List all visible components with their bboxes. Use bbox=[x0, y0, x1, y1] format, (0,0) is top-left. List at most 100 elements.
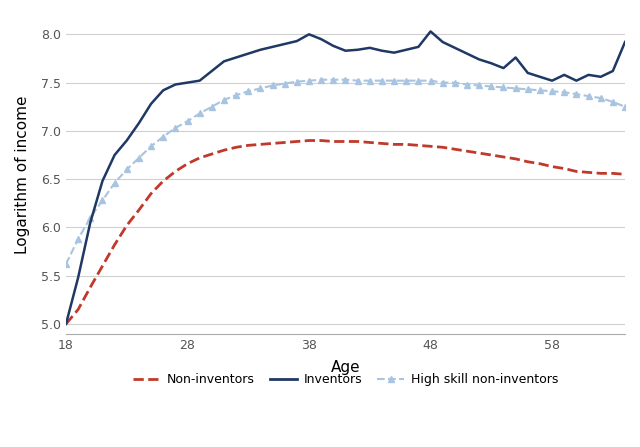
Inventors bbox=[342, 48, 349, 53]
High skill non-inventors bbox=[597, 95, 605, 101]
Inventors bbox=[74, 275, 82, 280]
Non-inventors bbox=[512, 156, 520, 161]
Non-inventors bbox=[597, 171, 605, 176]
High skill non-inventors bbox=[463, 82, 471, 87]
Inventors bbox=[62, 321, 70, 327]
Non-inventors bbox=[317, 138, 325, 143]
Non-inventors bbox=[147, 191, 155, 196]
Non-inventors bbox=[378, 141, 386, 146]
Inventors bbox=[196, 78, 204, 83]
High skill non-inventors bbox=[172, 125, 179, 131]
Inventors bbox=[184, 80, 191, 85]
High skill non-inventors bbox=[415, 78, 422, 83]
Non-inventors bbox=[62, 321, 70, 327]
Non-inventors bbox=[244, 143, 252, 148]
Inventors bbox=[427, 29, 435, 34]
Non-inventors bbox=[488, 152, 495, 158]
High skill non-inventors bbox=[354, 78, 362, 83]
Inventors bbox=[621, 39, 629, 45]
Non-inventors bbox=[354, 139, 362, 144]
Non-inventors bbox=[111, 242, 118, 248]
High skill non-inventors bbox=[500, 85, 508, 90]
Non-inventors bbox=[123, 223, 131, 228]
High skill non-inventors bbox=[305, 78, 313, 83]
Inventors bbox=[305, 32, 313, 37]
Non-inventors bbox=[184, 161, 191, 166]
Non-inventors bbox=[74, 307, 82, 312]
High skill non-inventors bbox=[366, 78, 374, 83]
Inventors bbox=[86, 220, 94, 225]
Inventors bbox=[257, 47, 264, 52]
Non-inventors bbox=[524, 159, 532, 164]
Inventors bbox=[366, 45, 374, 51]
Inventors bbox=[512, 55, 520, 60]
Inventors bbox=[451, 45, 459, 51]
High skill non-inventors bbox=[123, 167, 131, 172]
Non-inventors bbox=[269, 141, 276, 146]
Inventors bbox=[220, 59, 228, 64]
Inventors bbox=[573, 78, 580, 83]
High skill non-inventors bbox=[184, 118, 191, 124]
Non-inventors bbox=[366, 140, 374, 145]
High skill non-inventors bbox=[427, 78, 435, 83]
Non-inventors bbox=[500, 154, 508, 160]
Non-inventors bbox=[561, 166, 568, 171]
High skill non-inventors bbox=[232, 93, 240, 98]
Inventors bbox=[244, 51, 252, 56]
Non-inventors bbox=[548, 164, 556, 169]
X-axis label: Age: Age bbox=[331, 360, 360, 375]
Inventors bbox=[123, 138, 131, 143]
Non-inventors bbox=[536, 161, 544, 166]
High skill non-inventors bbox=[317, 77, 325, 82]
Inventors bbox=[463, 51, 471, 56]
Non-inventors bbox=[330, 139, 337, 144]
Non-inventors bbox=[427, 143, 435, 149]
Non-inventors bbox=[585, 170, 593, 175]
Inventors bbox=[488, 61, 495, 66]
High skill non-inventors bbox=[573, 92, 580, 97]
Non-inventors bbox=[99, 263, 106, 269]
Non-inventors bbox=[135, 207, 143, 213]
High skill non-inventors bbox=[244, 89, 252, 94]
High skill non-inventors bbox=[561, 89, 568, 95]
Non-inventors bbox=[403, 142, 410, 147]
Non-inventors bbox=[609, 171, 617, 176]
Non-inventors bbox=[415, 143, 422, 148]
High skill non-inventors bbox=[135, 155, 143, 160]
Inventors bbox=[536, 74, 544, 80]
High skill non-inventors bbox=[208, 104, 216, 110]
Non-inventors bbox=[86, 285, 94, 290]
Inventors bbox=[378, 48, 386, 53]
High skill non-inventors bbox=[609, 99, 617, 105]
Inventors bbox=[390, 50, 398, 55]
High skill non-inventors bbox=[293, 79, 301, 84]
Non-inventors bbox=[573, 169, 580, 174]
High skill non-inventors bbox=[548, 89, 556, 94]
High skill non-inventors bbox=[281, 81, 289, 86]
Inventors bbox=[330, 43, 337, 49]
Inventors bbox=[524, 70, 532, 76]
Line: High skill non-inventors: High skill non-inventors bbox=[63, 77, 628, 267]
Non-inventors bbox=[305, 138, 313, 143]
Non-inventors bbox=[172, 169, 179, 174]
Inventors bbox=[293, 38, 301, 44]
Non-inventors bbox=[463, 148, 471, 154]
Non-inventors bbox=[208, 152, 216, 157]
High skill non-inventors bbox=[196, 111, 204, 116]
High skill non-inventors bbox=[536, 88, 544, 93]
High skill non-inventors bbox=[269, 83, 276, 88]
High skill non-inventors bbox=[220, 97, 228, 103]
Non-inventors bbox=[220, 148, 228, 153]
High skill non-inventors bbox=[451, 80, 459, 85]
High skill non-inventors bbox=[330, 77, 337, 82]
Non-inventors bbox=[281, 140, 289, 145]
Inventors bbox=[415, 44, 422, 50]
Line: Inventors: Inventors bbox=[66, 31, 625, 324]
Inventors bbox=[317, 37, 325, 42]
Non-inventors bbox=[159, 178, 167, 184]
Inventors bbox=[561, 72, 568, 77]
High skill non-inventors bbox=[439, 80, 447, 85]
Inventors bbox=[135, 121, 143, 126]
Non-inventors bbox=[293, 139, 301, 144]
Inventors bbox=[609, 68, 617, 74]
